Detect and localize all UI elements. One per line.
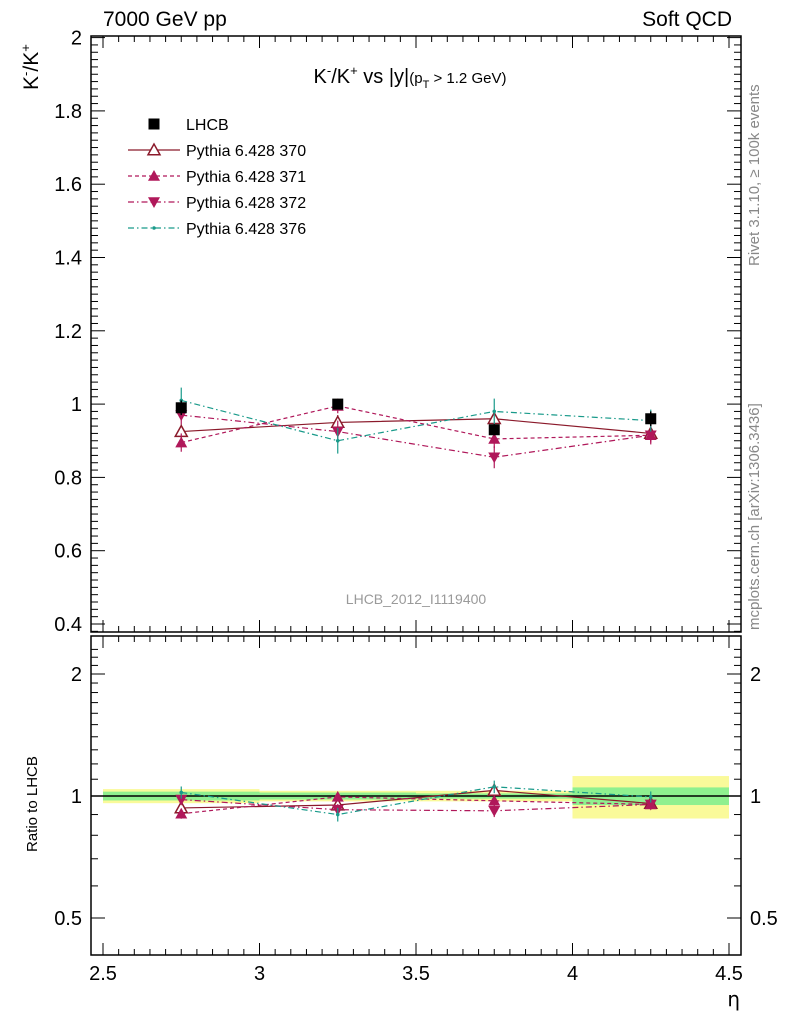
ratio-series-line [181,789,651,809]
legend: LHCB Pythia 6.428 370 Pythia 6.428 371 Pyth… [128,117,306,238]
title-rest: vs |y| [358,66,410,88]
y-tick-label: 0.6 [54,541,82,563]
header-right: Soft QCD [642,8,732,31]
y-tick-label: 2 [71,28,82,50]
dot-marker [152,226,156,230]
y-tick-label: 1.2 [54,321,82,343]
data-points [175,398,657,436]
title-sup2: + [350,63,358,78]
triangle-down-marker [148,197,160,208]
analysis-watermark: LHCB_2012_I1119400 [346,591,487,607]
title-sub: T [423,79,430,91]
ratio-y-tick-label-right: 0.5 [750,908,778,930]
legend-label: Pythia 6.428 376 [186,221,306,238]
triangle-up-marker [175,436,188,448]
title-mid: /K [331,66,351,88]
triangle-down-marker [175,794,188,806]
triangle-down-marker [488,805,501,817]
title-k: K [314,66,328,88]
dot-marker [179,790,184,795]
triangle-up-marker [146,142,162,156]
triangle-up-marker [488,794,501,806]
triangle-down-marker [488,452,501,464]
axis-ticks: 2.5 3 3.5 4 4.5 0.4 0.6 0.8 1 1.2 1.4 1.6 1.8 2 0.5 0.5… [54,28,778,985]
square-marker [175,402,187,414]
ratio-y-tick-label: 1 [71,786,82,808]
legend-label: LHCB [186,117,229,134]
legend-label: Pythia 6.428 371 [186,169,306,186]
y-axis-label: K-/K+ [18,44,43,90]
triangle-down-marker [644,799,657,811]
title-sup1: - [327,63,331,78]
x-tick-label: 4.5 [715,963,743,985]
y-tick-label: 1.6 [54,174,82,196]
chart-title: K-/K+ vs |y|(pT > 1.2 GeV) [314,63,507,91]
triangle-up-marker [148,170,160,181]
x-tick-label: 3.5 [402,963,430,985]
ratio-y-tick-label: 2 [71,664,82,686]
ratio-y-tick-label: 0.5 [54,908,82,930]
triangle-up-marker [488,432,501,444]
y-tick-label: 1.8 [54,101,82,123]
ratio-y-tick-label-right: 2 [750,664,761,686]
legend-label: Pythia 6.428 372 [186,195,306,212]
x-tick-label: 3 [254,963,265,985]
x-tick-label: 4 [567,963,578,985]
x-axis-label: η [727,987,740,1011]
y-tick-label: 0.8 [54,467,82,489]
dot-marker [492,409,497,414]
x-tick-label: 2.5 [89,963,117,985]
ratio-series-line [181,786,651,816]
triangle-up-marker [175,807,188,819]
square-marker [332,398,344,410]
y-tick-label: 1 [71,394,82,416]
square-marker [148,118,160,130]
y-tick-label: 0.4 [54,614,82,636]
series-line [181,414,651,458]
series-line [181,418,651,435]
square-marker [645,413,657,425]
dot-marker [648,795,653,799]
triangle-up-marker [331,790,344,802]
ratio-y-tick-label-right: 1 [750,786,761,808]
ylabel-sup2: + [18,44,33,52]
ylabel-sup1: - [18,72,33,76]
triangle-down-marker [644,430,657,442]
header-left: 7000 GeV pp [103,8,227,31]
title-paren: (p [409,70,422,87]
ylabel-k: K [20,76,43,90]
series-line [181,405,651,444]
y-tick-label: 1.4 [54,248,82,270]
ratio-series-line [181,796,651,815]
ratio-series-line [181,798,651,812]
dot-marker [335,438,340,443]
square-marker [488,424,500,436]
ylabel-mid: /K [20,52,43,72]
dot-marker [335,812,340,817]
ratio-y-axis-label: Ratio to LHCB [24,756,41,852]
title-tail: > 1.2 GeV) [429,70,506,87]
dot-marker [492,784,497,789]
legend-label: Pythia 6.428 370 [186,143,306,160]
